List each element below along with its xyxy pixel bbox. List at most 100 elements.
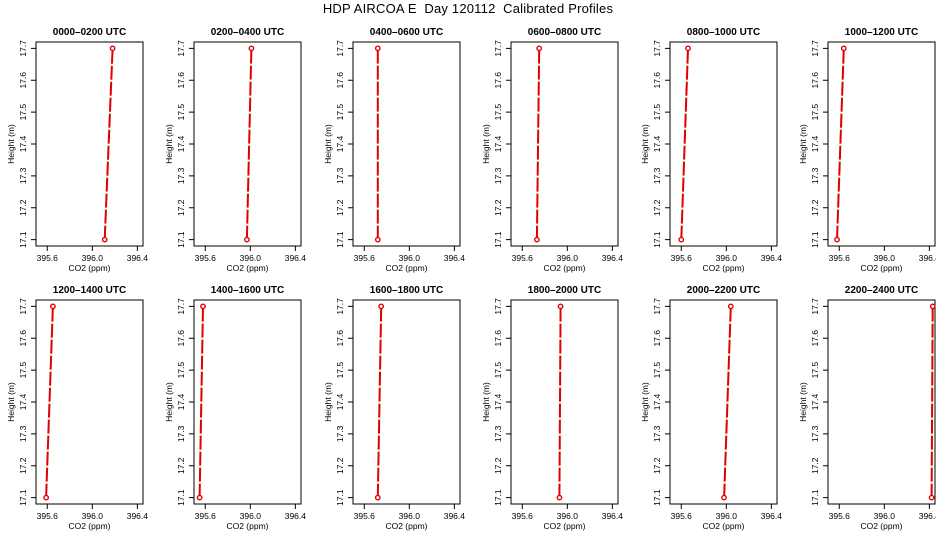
y-tick-label: 17.3 [810, 425, 820, 442]
y-tick-label: 17.4 [176, 393, 186, 410]
y-axis-label: Height (m) [640, 382, 650, 422]
profile-point [374, 236, 381, 243]
profile-line [103, 48, 114, 240]
y-tick-label: 17.2 [652, 457, 662, 474]
y-tick-label: 17.6 [18, 330, 28, 347]
y-axis-label: Height (m) [164, 382, 174, 422]
y-axis-label: Height (m) [481, 124, 491, 164]
profile-line [376, 306, 383, 498]
y-tick-label: 17.2 [652, 199, 662, 216]
y-tick-label: 17.4 [810, 135, 820, 152]
profile-point [43, 494, 50, 501]
y-tick-label: 17.5 [493, 362, 503, 379]
profile-point [244, 236, 250, 243]
y-tick-label: 17.4 [652, 393, 662, 410]
x-tick-label: 396.4 [602, 253, 624, 263]
y-tick-label: 17.7 [810, 298, 820, 315]
plot-frame [352, 299, 461, 505]
x-tick-label: 395.6 [354, 253, 376, 263]
panel-10: 1800–2000 UTC 395.6 396.0 396.4 17.1 17.2 17.3… [481, 285, 623, 531]
profile-line [198, 306, 204, 498]
x-tick-label: 396.4 [444, 511, 466, 521]
profile-point [248, 45, 255, 52]
y-tick-label: 17.2 [335, 199, 345, 216]
y-tick-label: 17.6 [176, 72, 186, 89]
y-tick-label: 17.7 [176, 298, 186, 315]
x-tick-label: 395.6 [671, 511, 693, 521]
y-tick-label: 17.4 [18, 135, 28, 152]
x-tick-label: 396.0 [399, 253, 421, 263]
profile-point [929, 303, 936, 310]
panel-title: 1200–1400 UTC [53, 285, 126, 296]
panel-title: 1600–1800 UTC [370, 285, 443, 296]
profile-point [196, 494, 203, 501]
y-tick-label: 17.4 [652, 135, 662, 152]
profile-point [534, 236, 540, 243]
panel-title: 1000–1200 UTC [845, 27, 918, 38]
panel-title: 0400–0600 UTC [370, 27, 443, 38]
y-tick-label: 17.3 [810, 167, 820, 184]
panel-1: 0000–0200 UTC 395.6 396.0 396.4 17.1 17.2 17.3… [6, 27, 148, 273]
profile-point [49, 303, 56, 310]
y-tick-label: 17.1 [493, 231, 503, 248]
y-axis-label: Height (m) [798, 124, 808, 164]
x-tick-label: 395.6 [195, 253, 217, 263]
x-axis-label: CO2 (ppm) [385, 263, 427, 273]
panel-11: 2000–2200 UTC 395.6 396.0 396.4 17.1 17.2 17.3… [640, 285, 782, 531]
panel-title: 1800–2000 UTC [528, 285, 601, 296]
panel-3: 0400–0600 UTC 395.6 396.0 396.4 17.1 17.2 17.3… [323, 27, 465, 273]
x-tick-label: 395.6 [195, 511, 217, 521]
x-tick-label: 396.4 [761, 253, 783, 263]
x-tick-label: 396.4 [602, 511, 624, 521]
panel-title: 2200–2400 UTC [845, 285, 918, 296]
panel-title: 0800–1000 UTC [687, 27, 760, 38]
y-tick-label: 17.5 [335, 362, 345, 379]
y-tick-label: 17.2 [18, 199, 28, 216]
x-tick-label: 396.4 [127, 253, 149, 263]
y-tick-label: 17.3 [493, 425, 503, 442]
panel-5: 0800–1000 UTC 395.6 396.0 396.4 17.1 17.2 17.3… [640, 27, 782, 273]
y-tick-label: 17.1 [335, 231, 345, 248]
y-tick-label: 17.3 [335, 167, 345, 184]
y-tick-label: 17.7 [652, 40, 662, 57]
profile-line [535, 48, 541, 240]
x-tick-label: 395.6 [512, 253, 534, 263]
y-tick-label: 17.6 [18, 72, 28, 89]
y-tick-label: 17.2 [176, 457, 186, 474]
y-tick-label: 17.1 [18, 489, 28, 506]
profile-line [836, 48, 845, 240]
x-tick-label: 396.0 [557, 511, 579, 521]
y-axis-label: Height (m) [323, 382, 333, 422]
y-tick-label: 17.6 [335, 330, 345, 347]
profile-point [557, 303, 564, 310]
y-tick-label: 17.5 [810, 104, 820, 121]
x-tick-label: 396.4 [127, 511, 149, 521]
y-axis-label: Height (m) [164, 124, 174, 164]
panel-title: 0200–0400 UTC [211, 27, 284, 38]
x-tick-label: 396.0 [82, 511, 104, 521]
y-tick-label: 17.3 [18, 167, 28, 184]
y-tick-label: 17.5 [652, 104, 662, 121]
y-tick-label: 17.1 [652, 489, 662, 506]
panel-8: 1400–1600 UTC 395.6 396.0 396.4 17.1 17.2 17.3… [164, 285, 306, 531]
y-tick-label: 17.3 [652, 425, 662, 442]
profile-point [200, 303, 206, 310]
y-tick-label: 17.7 [335, 40, 345, 57]
y-axis-label: Height (m) [481, 382, 491, 422]
y-tick-label: 17.6 [652, 72, 662, 89]
plot-frame [510, 299, 619, 505]
profile-point [536, 45, 543, 52]
x-tick-label: 396.0 [240, 253, 262, 263]
x-axis-label: CO2 (ppm) [68, 521, 110, 531]
x-tick-label: 396.0 [240, 511, 262, 521]
y-tick-label: 17.7 [18, 298, 28, 315]
profile-line [680, 48, 689, 240]
y-axis-label: Height (m) [640, 124, 650, 164]
y-tick-label: 17.2 [18, 457, 28, 474]
x-axis-label: CO2 (ppm) [226, 521, 268, 531]
y-tick-label: 17.2 [176, 199, 186, 216]
y-axis-label: Height (m) [6, 124, 16, 164]
panel-title: 0000–0200 UTC [53, 27, 126, 38]
y-tick-label: 17.2 [335, 457, 345, 474]
